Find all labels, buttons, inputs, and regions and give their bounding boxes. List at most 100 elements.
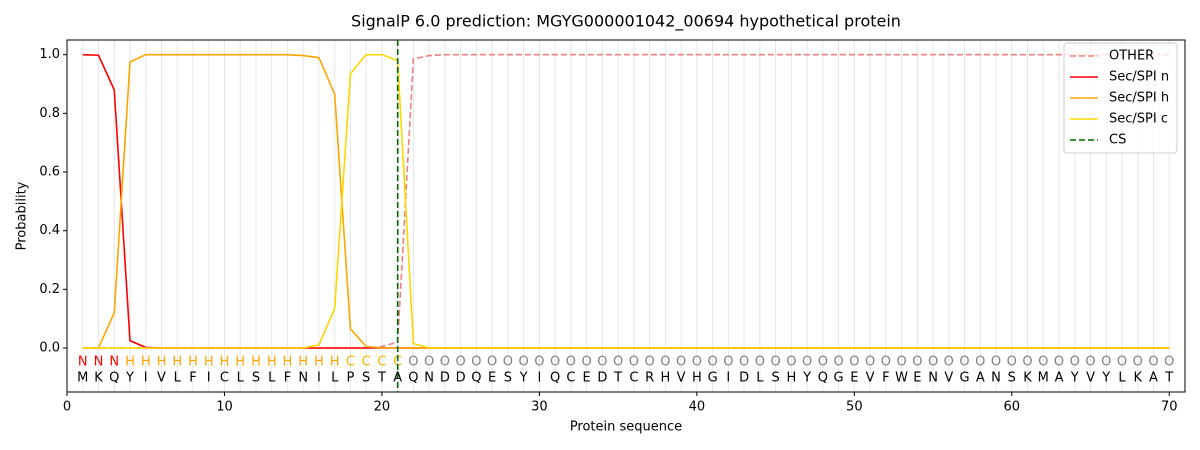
- y-tick-label: 0.2: [39, 282, 60, 297]
- state-label: C: [362, 354, 371, 369]
- residue-label: Y: [125, 370, 134, 385]
- legend-label: Sec/SPI h: [1109, 91, 1169, 106]
- x-tick-label: 30: [531, 400, 548, 415]
- x-tick-label: 40: [689, 400, 706, 415]
- state-label: O: [566, 354, 576, 369]
- state-label: O: [471, 354, 481, 369]
- state-label: O: [770, 354, 780, 369]
- state-label: O: [487, 354, 497, 369]
- state-label: O: [660, 354, 670, 369]
- state-label: O: [692, 354, 702, 369]
- residue-label: N: [991, 370, 1001, 385]
- residue-label: K: [94, 370, 103, 385]
- residue-label: D: [440, 370, 450, 385]
- state-label: C: [393, 354, 402, 369]
- state-label: O: [975, 354, 985, 369]
- residue-label: I: [317, 370, 321, 385]
- residue-label: Q: [818, 370, 828, 385]
- residue-label: F: [189, 370, 196, 385]
- state-label: O: [1022, 354, 1032, 369]
- state-label: O: [959, 354, 969, 369]
- residue-label: R: [645, 370, 654, 385]
- residue-label: A: [1055, 370, 1064, 385]
- state-label: O: [1117, 354, 1127, 369]
- state-label: O: [408, 354, 418, 369]
- residue-label: N: [928, 370, 938, 385]
- residue-label: C: [566, 370, 575, 385]
- series-line: [82, 53, 1170, 349]
- legend-label: Sec/SPI n: [1109, 70, 1169, 85]
- residue-label: E: [583, 370, 591, 385]
- state-label: O: [944, 354, 954, 369]
- state-label: O: [1070, 354, 1080, 369]
- state-label: H: [204, 354, 214, 369]
- state-label: O: [676, 354, 686, 369]
- x-tick-label: 0: [63, 400, 71, 415]
- residue-label: A: [976, 370, 985, 385]
- state-label: O: [707, 354, 717, 369]
- y-tick-label: 0.4: [39, 223, 60, 238]
- residue-label: L: [174, 370, 182, 385]
- residue-label: G: [960, 370, 970, 385]
- legend-label: Sec/SPI c: [1109, 112, 1168, 127]
- residue-label: K: [1023, 370, 1032, 385]
- state-label: O: [928, 354, 938, 369]
- residue-label: V: [157, 370, 166, 385]
- residue-label: S: [1008, 370, 1016, 385]
- state-label: H: [172, 354, 182, 369]
- residue-label: F: [882, 370, 889, 385]
- residue-label: D: [597, 370, 607, 385]
- x-tick-label: 70: [1161, 400, 1178, 415]
- y-tick-label: 1.0: [39, 47, 60, 62]
- state-label: H: [283, 354, 293, 369]
- state-label: O: [912, 354, 922, 369]
- residue-label: Q: [408, 370, 418, 385]
- residue-label: H: [786, 370, 796, 385]
- state-label: O: [534, 354, 544, 369]
- state-label: N: [94, 354, 104, 369]
- residue-label: V: [1086, 370, 1095, 385]
- y-tick-label: 0.6: [39, 165, 60, 180]
- x-axis-label: Protein sequence: [570, 420, 682, 435]
- residue-label: H: [660, 370, 670, 385]
- state-label: O: [1164, 354, 1174, 369]
- state-label: O: [849, 354, 859, 369]
- state-label: O: [613, 354, 623, 369]
- residue-label: V: [677, 370, 686, 385]
- residue-label: G: [834, 370, 844, 385]
- residue-label: N: [298, 370, 308, 385]
- y-axis-label: Probability: [15, 181, 30, 250]
- state-label: N: [109, 354, 119, 369]
- residue-label: W: [895, 370, 908, 385]
- state-label: O: [629, 354, 639, 369]
- residue-label: S: [504, 370, 512, 385]
- series-line: [82, 53, 1170, 349]
- state-label: O: [645, 354, 655, 369]
- residue-label: S: [362, 370, 370, 385]
- residue-label: C: [220, 370, 229, 385]
- state-label: H: [141, 354, 151, 369]
- state-label: C: [377, 354, 386, 369]
- state-label: H: [125, 354, 135, 369]
- residue-label: I: [537, 370, 541, 385]
- state-label: H: [235, 354, 245, 369]
- residue-label: Q: [471, 370, 481, 385]
- residue-label: L: [237, 370, 245, 385]
- state-label: O: [582, 354, 592, 369]
- state-label: H: [157, 354, 167, 369]
- legend-label: OTHER: [1109, 49, 1154, 64]
- residue-label: D: [456, 370, 466, 385]
- residue-label: Y: [1101, 370, 1110, 385]
- residue-label: S: [771, 370, 779, 385]
- residue-label: G: [708, 370, 718, 385]
- state-label: H: [220, 354, 230, 369]
- y-tick-label: 0.0: [39, 341, 60, 356]
- residue-label: Y: [802, 370, 811, 385]
- state-label: O: [1007, 354, 1017, 369]
- residue-label: Y: [519, 370, 528, 385]
- state-label: H: [188, 354, 198, 369]
- state-label: O: [755, 354, 765, 369]
- state-label: O: [1133, 354, 1143, 369]
